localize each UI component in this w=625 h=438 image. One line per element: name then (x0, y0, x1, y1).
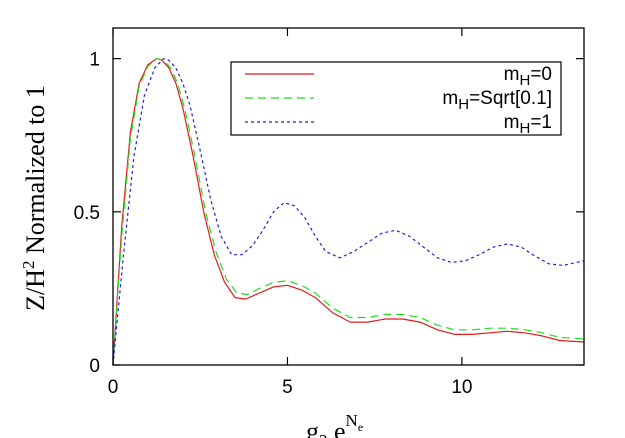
y-tick-label: 1 (89, 50, 100, 71)
series-line-2 (112, 57, 585, 366)
ticks-layer: 0 5 10 0 0.5 1 (74, 28, 584, 398)
x-axis-title-exp: N (346, 411, 358, 430)
y-tick-label: 0 (89, 356, 100, 377)
y-axis-title-main: Z/H (21, 269, 50, 311)
legend-entries: mH=0mH=Sqrt[0.1]mH=1 (245, 64, 552, 137)
x-axis-title-sub: 2 (319, 431, 328, 438)
x-tick-label: 0 (108, 377, 119, 398)
plot-frame (112, 27, 585, 366)
x-axis-title-base: e (328, 417, 346, 438)
y-axis-title: Z/H2 Normalized to 1 (19, 85, 50, 311)
series-line-3 (112, 57, 585, 366)
x-axis-title: g2 eNe (306, 411, 363, 438)
svg-text:Z/H2 Normalized to 1: Z/H2 Normalized to 1 (19, 85, 50, 311)
x-tick-label: 5 (282, 377, 293, 398)
legend: mH=0mH=Sqrt[0.1]mH=1 (230, 61, 562, 137)
y-axis-title-sup: 2 (19, 261, 38, 270)
y-tick-label: 0.5 (74, 203, 100, 224)
series-layer (112, 57, 585, 366)
x-axis-title-main: g (306, 417, 319, 438)
svg-text:g2 eNe: g2 eNe (306, 411, 363, 438)
legend-label-1: mH=0 (504, 64, 552, 89)
y-axis-title-rest: Normalized to 1 (21, 85, 50, 260)
x-axis-title-exp-sub: e (358, 420, 363, 434)
legend-label-2: mH=Sqrt[0.1] (442, 88, 552, 113)
x-tick-label: 10 (451, 377, 472, 398)
legend-label-3: mH=1 (504, 112, 552, 137)
